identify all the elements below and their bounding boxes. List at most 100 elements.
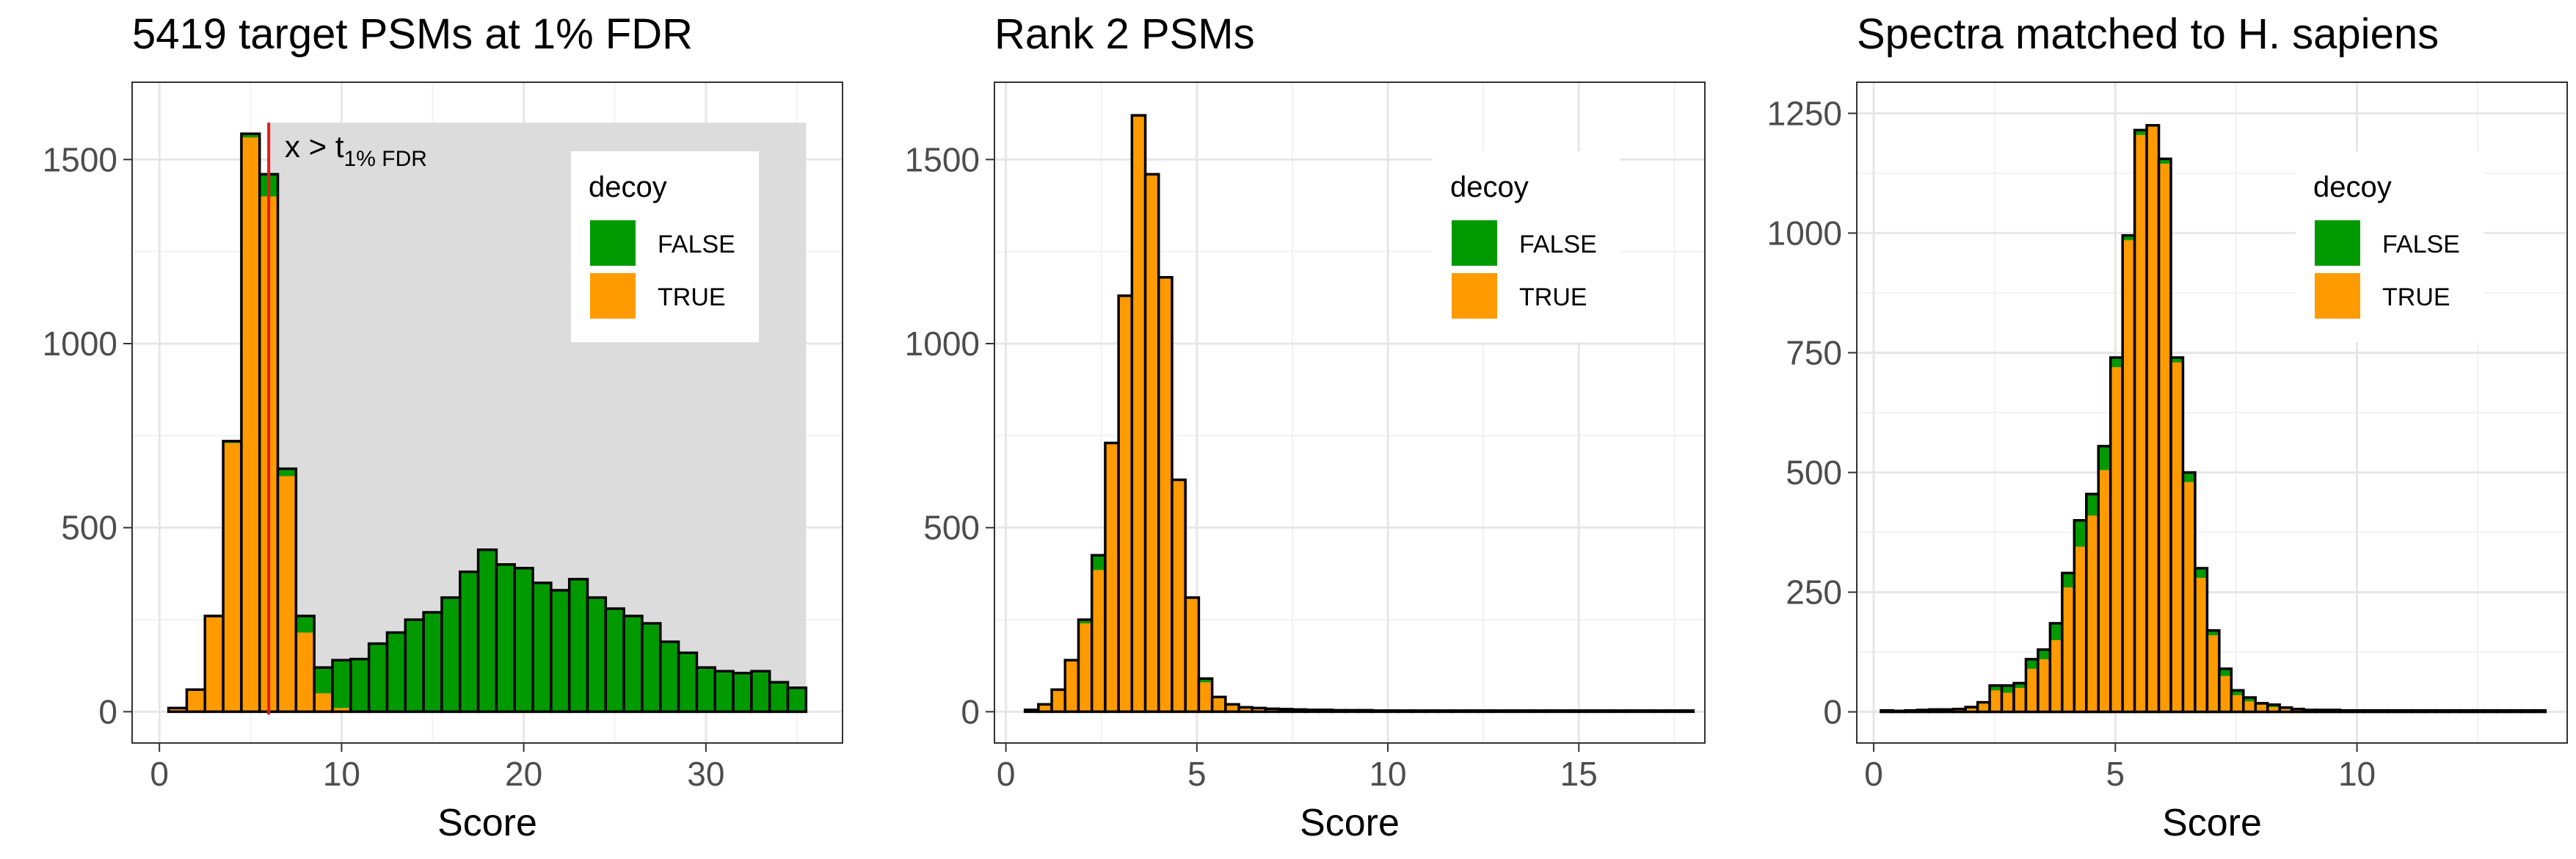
bar-true [1132, 115, 1146, 712]
bar-true [1145, 174, 1159, 712]
cutoff-label-subscript: 1% FDR [344, 147, 427, 171]
bar-true [2050, 623, 2062, 712]
bar-true [1172, 479, 1186, 712]
bar-false [405, 620, 424, 712]
y-tick-label: 1500 [43, 140, 117, 178]
bar-outline [1411, 709, 1427, 714]
bar-true [186, 689, 205, 712]
x-tick-label: 30 [687, 755, 724, 793]
bar-false [751, 671, 770, 712]
y-tick-label: 1250 [1767, 94, 1842, 132]
bar-outline [1625, 709, 1642, 714]
bar-false [641, 623, 661, 712]
bar-outline [1665, 709, 1681, 714]
bar-false [2026, 659, 2038, 669]
y-tick-label: 750 [1786, 333, 1842, 371]
legend-key-false [590, 220, 636, 266]
y-tick-label: 1000 [905, 325, 980, 363]
bar-false [277, 468, 296, 476]
bar-true [1990, 685, 2002, 712]
bar-true [1977, 702, 1990, 712]
bar-false [569, 579, 588, 712]
bar-true [1965, 707, 1978, 712]
bar-outline [2508, 708, 2523, 714]
bar-outline [1928, 708, 1943, 714]
bar-true [1239, 707, 1253, 712]
bar-outline [1478, 709, 1494, 714]
bar-false [1990, 685, 2002, 691]
x-tick-label: 20 [505, 755, 542, 793]
bar-true [2231, 690, 2244, 712]
bar-outline [2447, 708, 2462, 714]
bar-false [2037, 649, 2051, 659]
x-tick-label: 10 [1369, 755, 1406, 793]
bar-true [2207, 630, 2219, 712]
bar-false [296, 616, 315, 633]
bar-true [168, 708, 187, 712]
x-tick-label: 10 [323, 755, 360, 793]
bar-true [223, 441, 241, 712]
legend-label-true: TRUE [2382, 283, 2451, 311]
bar-true [1265, 708, 1279, 712]
bar-false [733, 673, 752, 712]
bar-outline [2399, 708, 2415, 714]
panel-2-title: Rank 2 PSMs [994, 10, 1255, 58]
bar-false [2050, 623, 2062, 640]
legend-label-true: TRUE [1519, 283, 1587, 311]
bar-false [2110, 358, 2123, 368]
bar-outline [2435, 708, 2451, 714]
panel-1-axis-layer: 0 500 1000 1500 0 10 20 30 [43, 140, 725, 793]
bar-false [2219, 668, 2232, 676]
bar-true [277, 468, 296, 712]
bar-true [1105, 443, 1119, 712]
bar-true [1078, 620, 1092, 712]
legend-label-true: TRUE [658, 283, 726, 311]
bar-false [769, 682, 788, 712]
bar-true [205, 616, 224, 712]
legend-title: decoy [1450, 171, 1529, 203]
bar-outline [1397, 709, 1414, 714]
bar-false [1091, 555, 1105, 570]
panel-2-bar-layer [1023, 114, 1695, 714]
x-tick-label: 0 [150, 755, 169, 793]
panel-3-plot-area [1856, 81, 2568, 744]
x-tick-label: 10 [2338, 755, 2376, 793]
legend-title: decoy [589, 171, 667, 203]
bar-false [332, 660, 351, 708]
bar-true [1158, 277, 1172, 712]
bar-false [2243, 697, 2256, 702]
bar-outline [1438, 709, 1455, 714]
cutoff-label-main: x > t [285, 129, 344, 164]
bar-false [2207, 630, 2219, 636]
bar-false [514, 568, 534, 712]
bar-outline [1904, 708, 1919, 714]
bar-true [2291, 708, 2304, 712]
bar-false [241, 134, 260, 138]
bar-outline [2423, 708, 2438, 714]
bar-outline [2375, 708, 2390, 714]
y-tick-label: 0 [1823, 693, 1842, 731]
bar-true [2086, 493, 2099, 712]
bar-outline [1598, 709, 1615, 714]
bar-true [1185, 597, 1199, 712]
bar-false [678, 653, 697, 712]
bar-outline [2302, 708, 2318, 714]
panel-1-bar-layer [167, 132, 808, 714]
x-tick-label: 5 [2106, 755, 2125, 793]
x-tick-label: 0 [1864, 755, 1883, 793]
legend-key-true [2315, 273, 2360, 319]
bar-false [533, 582, 551, 712]
bar-false [496, 564, 515, 712]
bar-true [1065, 660, 1079, 712]
bar-outline [294, 615, 316, 714]
bar-outline [1545, 709, 1561, 714]
panel-3-bar-layer [1880, 123, 2547, 714]
panel-2-axis-layer: 0 500 1000 1500 0 5 10 15 [905, 140, 1598, 793]
panel-3-title: Spectra matched to H. sapiens [1857, 10, 2439, 58]
svg-text:x > t1% FDR: x > t1% FDR [285, 129, 427, 171]
bar-outline [1371, 709, 1388, 714]
panel-2: Rank 2 PSMs 0 500 1000 1500 0 5 10 15 Score dec… [905, 10, 1706, 844]
bar-outline [2484, 708, 2499, 714]
panel-2-legend: decoy FALSE TRUE [1433, 151, 1620, 342]
legend-key-true [1452, 273, 1497, 319]
